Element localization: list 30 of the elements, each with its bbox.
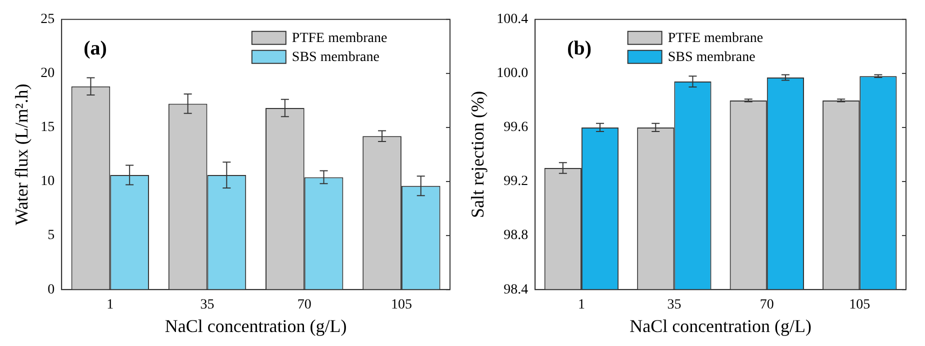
x-tick-label: 1 — [106, 298, 114, 313]
y-tick-label: 100.0 — [496, 66, 528, 82]
legend-label: SBS membrane — [292, 50, 380, 66]
annotation: (a) — [84, 38, 107, 60]
x-tick-label: 105 — [390, 298, 412, 313]
y-tick-label: 98.8 — [504, 228, 528, 244]
y-tick-label: 98.4 — [504, 282, 528, 298]
y-tick-label: 15 — [40, 120, 55, 136]
legend-label: SBS membrane — [668, 50, 756, 66]
x-tick-label: 105 — [849, 298, 870, 313]
y-axis-title: Salt rejection (%) — [468, 91, 488, 218]
legend-label: PTFE membrane — [292, 31, 388, 46]
x-axis-title: NaCl concentration (g/L) — [164, 316, 347, 336]
y-tick-label: 25 — [40, 12, 55, 28]
annotation: (b) — [567, 38, 592, 60]
y-tick-label: 20 — [40, 66, 55, 82]
legend-label: PTFE membrane — [668, 31, 764, 46]
y-tick-label: 0 — [48, 282, 55, 298]
x-axis-title: NaCl concentration (g/L) — [630, 316, 812, 336]
y-tick-label: 99.6 — [504, 120, 528, 136]
y-axis-title: Water flux (L/m².h) — [12, 84, 32, 226]
x-tick-label: 35 — [667, 298, 682, 313]
x-tick-label: 35 — [200, 298, 214, 313]
y-tick-label: 10 — [40, 174, 55, 190]
x-tick-label: 70 — [760, 298, 774, 313]
y-tick-label: 99.2 — [504, 174, 528, 190]
y-tick-label: 100.4 — [496, 12, 528, 28]
x-tick-label: 70 — [297, 298, 312, 313]
y-tick-label: 5 — [48, 228, 55, 244]
x-tick-label: 1 — [578, 298, 585, 313]
